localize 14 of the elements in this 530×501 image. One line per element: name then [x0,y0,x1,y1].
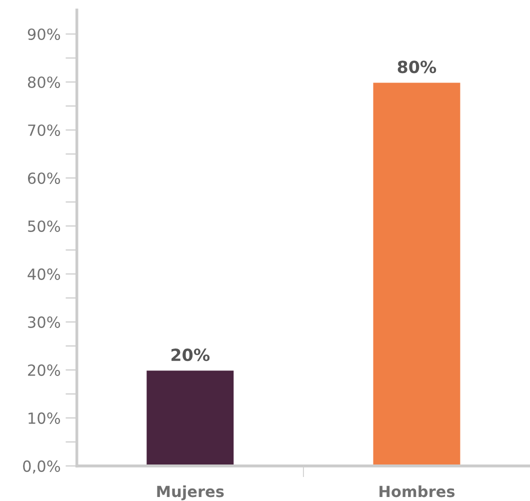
y-tick-label: 20% [28,364,60,376]
y-tick-label: 60% [28,172,60,184]
y-tick-label: 50% [28,220,60,232]
x-tick-label: Hombres [380,485,455,498]
data-label: 80% [398,60,436,74]
y-tick-label: 80% [28,76,60,88]
y-tick-label: 30% [28,316,60,328]
y-tick-label: 90% [28,28,60,40]
y-tick-label: 10% [28,412,60,424]
y-tick-label: 70% [28,124,60,136]
data-label: 20% [172,348,210,362]
x-tick-label: Mujeres [157,485,224,500]
y-tick-label: 40% [28,268,60,280]
y-tick-label: 0,0% [23,460,60,474]
